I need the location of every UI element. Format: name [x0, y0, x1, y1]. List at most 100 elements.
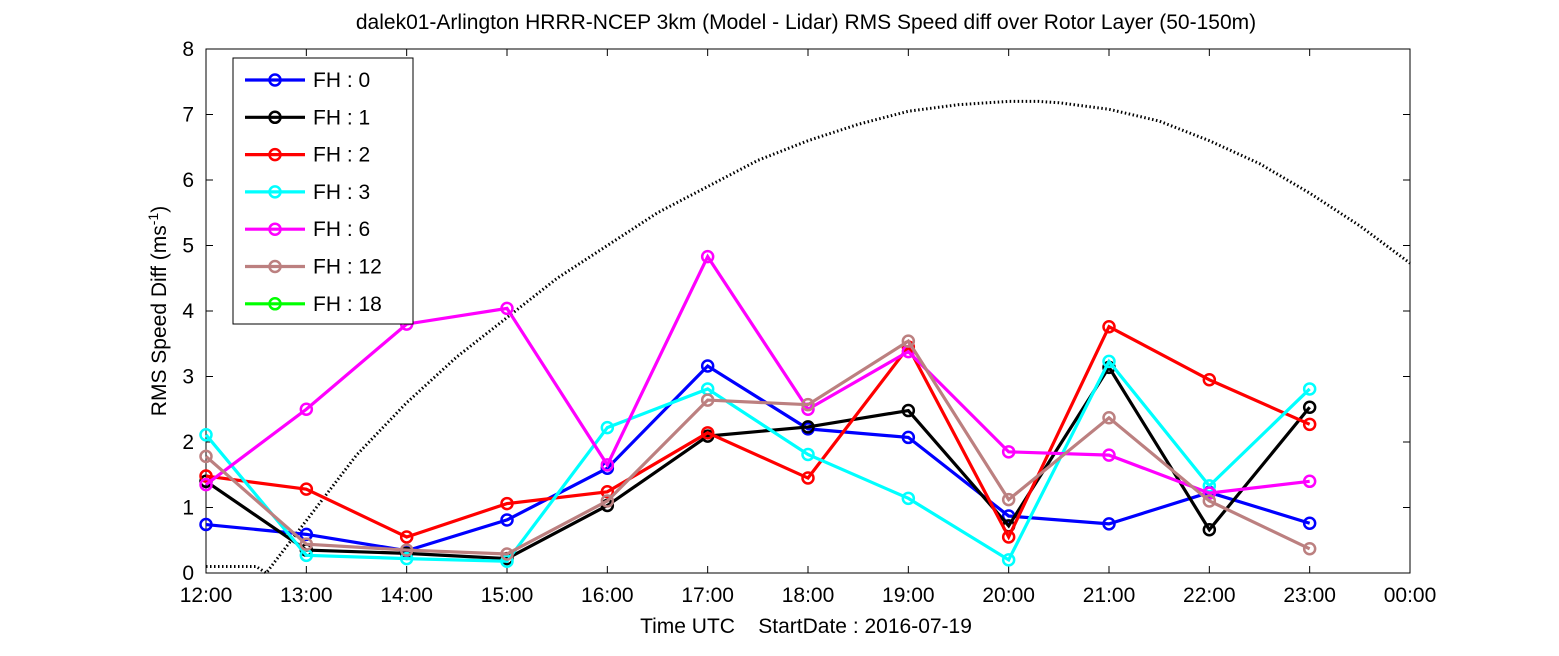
x-tick-label: 00:00 [1384, 584, 1437, 607]
series-4 [199, 249, 1317, 500]
legend-label: FH : 1 [313, 106, 370, 129]
series-point [1102, 517, 1116, 531]
series-point [399, 543, 414, 557]
x-tick-label: 14:00 [380, 584, 433, 607]
chart-title: dalek01-Arlington HRRR-NCEP 3km (Model -… [356, 11, 1256, 34]
legend-marker [268, 222, 282, 236]
series-point [1102, 411, 1116, 425]
x-tick-label: 12:00 [180, 584, 233, 607]
series-point [700, 393, 715, 407]
series-point [1302, 400, 1317, 415]
legend-marker [268, 259, 282, 274]
y-tick-label: 3 [182, 366, 194, 389]
x-tick-label: 20:00 [982, 584, 1035, 607]
series-point [399, 551, 414, 566]
series-point [1302, 474, 1317, 489]
legend-label: FH : 3 [313, 181, 370, 204]
series-point [901, 430, 916, 445]
series-point [500, 554, 514, 568]
y-tick-label: 1 [182, 497, 194, 520]
series-point [199, 477, 213, 492]
series-layer [199, 249, 1317, 568]
y-axis-label: RMS Speed Diff (ms-1) [145, 206, 171, 416]
x-tick-label: 22:00 [1183, 584, 1236, 607]
series-point [700, 359, 715, 373]
legend-marker [268, 73, 282, 87]
legend-marker [268, 297, 282, 311]
series-point [1001, 445, 1016, 459]
series-point [1202, 523, 1217, 537]
y-tick-label: 2 [182, 431, 194, 454]
legend-item: FH : 2 [245, 144, 370, 167]
series-line [205, 253, 1310, 495]
series-point [801, 471, 815, 485]
x-tick-label: 19:00 [882, 584, 935, 607]
legend-item: FH : 12 [245, 256, 382, 279]
legend-label: FH : 6 [313, 218, 370, 241]
legend-item: FH : 0 [245, 69, 370, 92]
series-point [1102, 448, 1116, 462]
series-point [1202, 486, 1217, 500]
series-point [199, 469, 213, 483]
series-5 [199, 334, 1317, 561]
legend-label: FH : 2 [313, 144, 370, 167]
series-point [1202, 494, 1217, 508]
x-tick-label: 13:00 [280, 584, 333, 607]
series-point [901, 403, 916, 418]
series-point [399, 530, 414, 544]
series-point [500, 496, 514, 511]
series-point [600, 458, 615, 472]
legend-marker [268, 110, 282, 125]
y-tick-label: 4 [182, 300, 194, 323]
series-point [801, 447, 815, 462]
legend-label: FH : 12 [313, 256, 382, 279]
series-point [1302, 417, 1317, 432]
legend-marker [268, 185, 282, 199]
x-tick-label: 16:00 [581, 584, 634, 607]
series-line [204, 338, 1311, 556]
legend-item: FH : 3 [245, 181, 370, 204]
series-point [600, 420, 615, 435]
series-point [801, 397, 815, 412]
series-point [1001, 530, 1016, 544]
series-point [1302, 382, 1317, 396]
series-point [600, 494, 615, 508]
y-tick-label: 7 [182, 104, 194, 127]
legend: FH : 0 FH : 1 FH : 2 FH : 3 FH : 6 FH : 12 FH … [232, 57, 414, 325]
series-line [205, 364, 1311, 561]
series-point [1102, 354, 1116, 369]
series-point [500, 547, 514, 561]
series-point [299, 537, 314, 551]
series-point [1102, 319, 1116, 334]
series-point [199, 428, 213, 442]
x-tick-label: 18:00 [782, 584, 835, 607]
x-tick-label: 21:00 [1083, 584, 1136, 607]
legend-item: FH : 6 [245, 218, 370, 241]
series-point [1302, 542, 1317, 556]
axes: 0 1 2 3 4 5 6 7 8 12:00 13:00 14:00 15:00 16:00 17:00 1… [180, 38, 1437, 607]
series-point [1001, 553, 1016, 567]
svg-text:RMS Speed Diff (ms-1): RMS Speed Diff (ms-1) [145, 206, 171, 416]
series-point [1302, 516, 1317, 530]
y-axis-label-close: ) [148, 206, 171, 213]
series-point [299, 402, 314, 416]
x-tick-label: 15:00 [481, 584, 534, 607]
series-point [600, 485, 615, 499]
series-line [205, 324, 1311, 541]
series-point [199, 517, 213, 532]
legend-label: FH : 0 [313, 69, 370, 92]
series-point [901, 334, 916, 348]
x-tick-label: 17:00 [681, 584, 734, 607]
legend-label: FH : 18 [313, 293, 382, 316]
series-point [199, 449, 213, 464]
y-tick-label: 5 [182, 235, 194, 258]
series-point [299, 482, 314, 496]
y-tick-label: 0 [182, 562, 194, 585]
y-axis-label-sup: -1 [145, 213, 161, 226]
series-point [801, 420, 815, 434]
legend-item: FH : 18 [245, 293, 382, 316]
series-point [700, 249, 715, 264]
y-axis-label-text: RMS Speed Diff (ms [148, 225, 171, 416]
x-tick-label: 23:00 [1283, 584, 1336, 607]
